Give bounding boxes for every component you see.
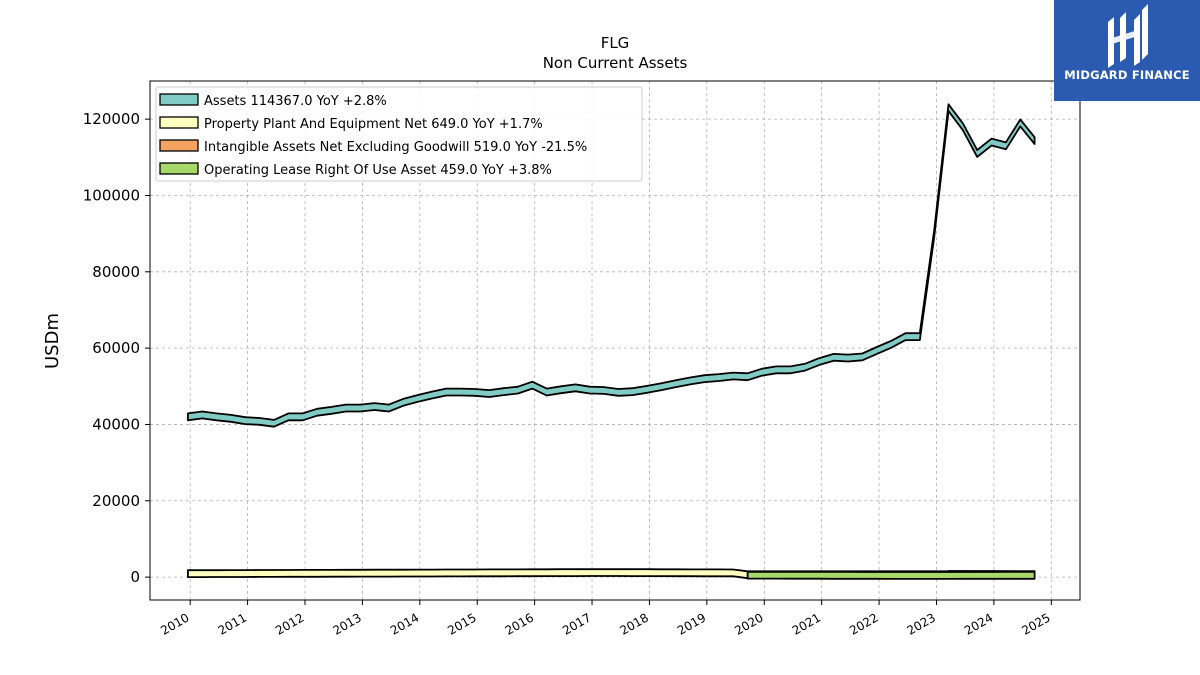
y-tick-label: 20000 bbox=[92, 492, 140, 510]
x-tick-label: 2023 bbox=[905, 610, 938, 637]
x-tick-label: 2021 bbox=[790, 610, 823, 637]
brand-logo: MIDGARD FINANCE bbox=[1054, 0, 1200, 101]
legend: Assets 114367.0 YoY +2.8% Property Plant … bbox=[155, 86, 643, 182]
legend-swatch bbox=[159, 162, 199, 175]
series-areas bbox=[187, 103, 1036, 580]
series-area-3 bbox=[746, 570, 1036, 580]
series-area-0 bbox=[187, 103, 1036, 428]
midgard-logo-icon bbox=[1108, 4, 1148, 68]
x-tick-label: 2015 bbox=[445, 610, 478, 637]
x-tick-label: 2019 bbox=[675, 610, 708, 637]
x-tick-label: 2025 bbox=[1019, 610, 1052, 637]
x-tick-label: 2024 bbox=[962, 610, 995, 637]
legend-swatch bbox=[159, 93, 199, 106]
legend-swatch bbox=[159, 116, 199, 129]
y-tick-label: 80000 bbox=[92, 263, 140, 281]
x-tick-label: 2018 bbox=[617, 610, 650, 637]
x-tick-label: 2012 bbox=[273, 610, 306, 637]
x-tick-label: 2017 bbox=[560, 610, 593, 637]
y-tick-label: 40000 bbox=[92, 415, 140, 433]
chart-subtitle: Non Current Assets bbox=[543, 54, 688, 72]
legend-entry: Assets 114367.0 YoY +2.8% bbox=[204, 94, 387, 109]
x-tick-label: 2020 bbox=[732, 610, 765, 637]
y-tick-label: 100000 bbox=[83, 186, 140, 204]
legend-box bbox=[155, 86, 643, 182]
y-axis-label: USDm bbox=[42, 313, 63, 369]
grid bbox=[150, 81, 1080, 600]
x-tick-label: 2013 bbox=[330, 610, 363, 637]
y-tick-label: 120000 bbox=[83, 110, 140, 128]
axes: 0 20000 40000 60000 80000 100000 120000 2010 201… bbox=[83, 110, 1053, 638]
legend-entry: Intangible Assets Net Excluding Goodwill… bbox=[204, 140, 587, 155]
x-tick-label: 2011 bbox=[216, 610, 249, 637]
brand-name: MIDGARD FINANCE bbox=[1064, 68, 1190, 82]
chart-title: FLG bbox=[601, 34, 630, 52]
x-tick-label: 2014 bbox=[388, 610, 421, 637]
x-tick-label: 2010 bbox=[158, 610, 191, 637]
plot-frame bbox=[149, 80, 1081, 601]
y-tick-label: 60000 bbox=[92, 339, 140, 357]
y-tick-label: 0 bbox=[130, 568, 140, 586]
legend-entry: Property Plant And Equipment Net 649.0 Y… bbox=[204, 117, 543, 132]
legend-swatch bbox=[159, 139, 199, 152]
x-tick-label: 2022 bbox=[847, 610, 880, 637]
x-tick-label: 2016 bbox=[503, 610, 536, 637]
legend-entry: Operating Lease Right Of Use Asset 459.0… bbox=[204, 163, 552, 178]
